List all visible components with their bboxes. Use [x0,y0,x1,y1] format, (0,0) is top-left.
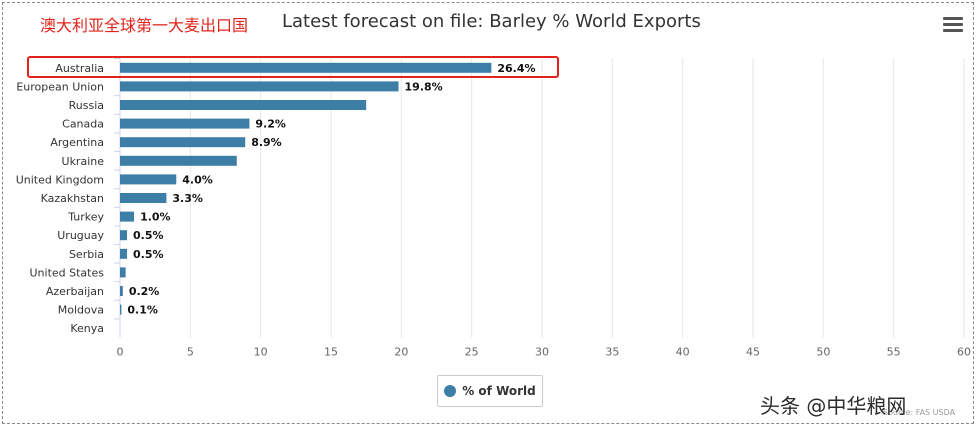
x-tick-label: 15 [324,346,338,359]
x-tick-label: 20 [394,346,408,359]
x-tick-label: 10 [254,346,268,359]
category-label: Argentina [50,136,104,149]
data-labels: 26.4% 19.8% 9.2% 8.9% 4.0% 3.3%1.0% 0.5% 0.5% 0.… [127,62,535,317]
x-tick-label: 35 [605,346,619,359]
bar [120,230,128,241]
data-label: 0.5% [133,229,164,242]
x-tick-label: 0 [117,346,124,359]
data-label: 26.4% [497,62,535,75]
bar [120,248,128,259]
source-credit: Source: FAS USDA [883,408,956,417]
category-label: Kenya [70,322,104,335]
x-tick-label: 30 [535,346,549,359]
category-label: Moldova [58,304,104,317]
x-tick-label: 25 [465,346,479,359]
category-label: United States [30,266,105,279]
bar [120,267,126,278]
bar [120,174,177,185]
highlight-box-australia [27,56,559,78]
data-label: 0.1% [127,304,158,317]
x-tick-labels: 0 5 10 15 20 25 30 35 40 45 50 55 60 [117,346,972,359]
bar [120,81,399,92]
circle-marker-icon [444,385,457,397]
category-label: Azerbaijan [46,285,104,298]
legend-item-percent-of-world[interactable]: % of World [437,375,543,407]
category-label: Ukraine [62,155,105,168]
bar [120,286,123,296]
category-label: United Kingdom [16,173,104,186]
screenshot-frame [2,2,974,424]
data-label: 0.2% [129,285,160,298]
x-tick-label: 40 [676,346,690,359]
data-label: 4.0% [182,173,213,186]
bar [120,100,367,110]
legend-label: % of World [462,384,536,398]
category-label: Uruguay [57,229,104,242]
x-tick-label: 5 [187,346,194,359]
grid-lines [119,58,965,338]
data-label: 8.9% [251,136,282,149]
data-label: 9.2% [255,118,286,131]
x-tick-label: 45 [746,346,760,359]
menu-line [943,23,963,26]
watermark: 头条 @中华粮网 [760,394,907,418]
hamburger-menu-icon[interactable] [943,17,963,35]
category-label: Kazakhstan [41,192,104,205]
category-label: Canada [62,118,104,131]
bar [120,62,492,73]
bar [120,193,167,203]
bar [120,304,122,315]
x-tick-label: 60 [957,346,971,359]
bar [120,155,237,166]
menu-line [943,29,963,32]
bars [120,62,492,315]
data-label: 1.0% [140,211,171,224]
data-label: 19.8% [405,80,443,93]
category-labels: Australia European Union Russia Canada Argen… [16,58,120,335]
category-label: Turkey [67,211,104,224]
menu-line [943,17,963,20]
x-tick-label: 55 [887,346,901,359]
chart-title: Latest forecast on file: Barley % World … [282,11,701,32]
category-label: Russia [69,99,104,112]
bar [120,211,135,222]
category-label: Serbia [69,248,104,261]
bar [120,137,246,148]
annotation-title: 澳大利亚全球第一大麦出口国 [40,16,249,35]
x-tick-label: 50 [816,346,830,359]
category-label: Australia [55,62,104,75]
bar [120,118,250,129]
category-label: European Union [16,80,104,93]
data-label: 3.3% [172,192,203,205]
data-label: 0.5% [133,248,164,261]
